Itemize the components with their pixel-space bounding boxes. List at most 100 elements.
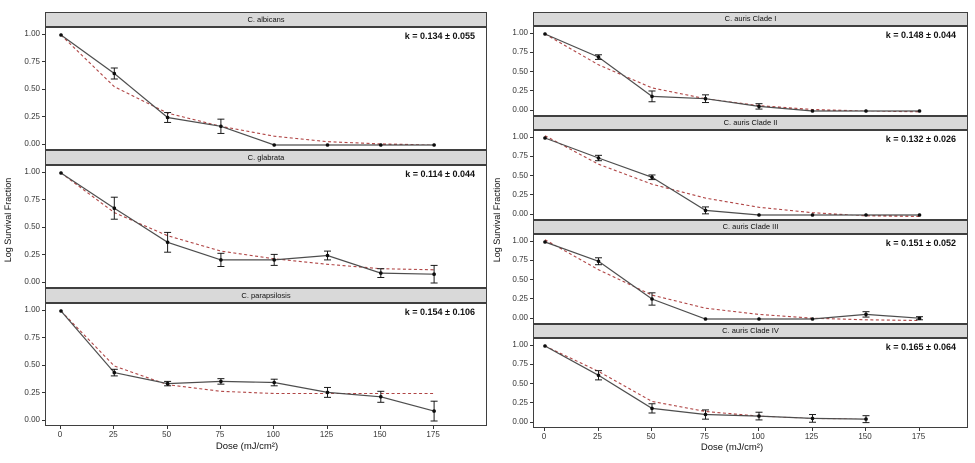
y-tick-label: 0.75 <box>512 359 528 369</box>
x-tick-mark <box>113 426 115 429</box>
x-tick-label: 50 <box>162 430 172 439</box>
y-tick-mark <box>42 88 45 90</box>
data-point <box>864 312 868 317</box>
y-tick-label: 0.00 <box>24 415 40 424</box>
x-tick-label: 0 <box>541 432 547 441</box>
fit-line <box>544 345 867 420</box>
x-tick-label: 175 <box>911 432 926 441</box>
data-point <box>325 390 330 395</box>
data-point <box>165 115 170 120</box>
data-point <box>917 109 922 113</box>
fit-line <box>544 33 920 113</box>
data-point <box>596 259 601 264</box>
x-tick-label: 100 <box>751 432 765 441</box>
x-tick-label: 150 <box>373 430 387 439</box>
y-tick-mark <box>42 143 45 145</box>
panel-plot-c-parapsilosis <box>45 303 487 426</box>
plot-canvas <box>59 171 438 284</box>
data-point <box>703 412 708 417</box>
data-point <box>272 380 276 385</box>
y-tick-mark <box>530 32 533 34</box>
y-tick-mark <box>530 344 533 346</box>
data-point <box>272 258 276 262</box>
y-tick-label: 0.50 <box>24 360 40 369</box>
data-point <box>543 136 547 140</box>
data-point <box>59 309 63 313</box>
y-tick-label: 0.00 <box>512 313 528 322</box>
y-tick-mark <box>530 90 533 92</box>
data-point <box>59 171 63 175</box>
data-point <box>325 253 330 258</box>
k-value-c-parapsilosis: k = 0.154 ± 0.106 <box>404 307 475 317</box>
data-point <box>596 55 601 59</box>
x-tick-label: 75 <box>700 432 709 441</box>
plot-canvas <box>543 239 923 322</box>
x-tick-mark <box>166 426 168 429</box>
y-tick-label: 1.00 <box>512 236 528 245</box>
y-tick-mark <box>42 419 45 421</box>
x-tick-label: 50 <box>646 432 656 441</box>
y-tick-label: 0.50 <box>24 222 40 231</box>
panel-header-c-auris-clade-i: C. auris Clade I <box>533 12 968 26</box>
data-point <box>703 96 708 101</box>
x-axis-label-left: Dose (mJ/cm²) <box>215 441 279 452</box>
data-point <box>219 258 223 262</box>
data-point <box>810 416 815 421</box>
k-value-c-auris-clade-ii: k = 0.132 ± 0.026 <box>885 134 956 144</box>
panel-title: C. auris Clade I <box>724 14 777 24</box>
panel-header-c-auris-clade-iii: C. auris Clade III <box>533 220 968 234</box>
y-tick-mark <box>530 109 533 111</box>
data-line <box>60 34 435 146</box>
y-tick-mark <box>42 281 45 283</box>
y-tick-label: 0.75 <box>512 151 528 161</box>
x-tick-label: 75 <box>215 430 225 439</box>
plot-canvas <box>59 33 436 147</box>
panel-plot-c-auris-clade-ii <box>533 130 968 220</box>
y-tick-label: 0.00 <box>512 105 528 114</box>
panel-plot-c-auris-clade-iii <box>533 234 968 324</box>
data-point <box>543 344 547 348</box>
y-tick-label: 1.00 <box>512 340 528 349</box>
panel-header-c-albicans: C. albicans <box>45 12 487 27</box>
data-point <box>650 94 654 99</box>
y-tick-mark <box>530 363 533 365</box>
y-tick-mark <box>530 421 533 423</box>
x-axis-label-right: Dose (mJ/cm²) <box>700 442 764 453</box>
panel-header-c-auris-clade-ii: C. auris Clade II <box>533 116 968 130</box>
x-tick-label: 100 <box>266 430 280 439</box>
data-line <box>60 310 435 412</box>
x-tick-mark <box>811 428 813 431</box>
y-tick-label: 1.00 <box>24 305 40 314</box>
data-point <box>112 206 117 210</box>
panel-title: C. auris Clade III <box>722 222 779 232</box>
data-point <box>864 417 868 421</box>
data-point <box>596 156 601 160</box>
y-tick-label: 0.75 <box>24 194 40 204</box>
x-tick-label: 125 <box>804 432 819 441</box>
k-value-c-auris-clade-i: k = 0.148 ± 0.044 <box>885 30 956 40</box>
y-axis-label-left: Log Survival Fraction <box>3 177 13 263</box>
data-point <box>432 272 436 276</box>
data-point <box>810 109 815 113</box>
data-point <box>219 124 223 129</box>
y-tick-mark <box>530 175 533 176</box>
x-tick-mark <box>704 428 706 431</box>
y-tick-label: 0.50 <box>512 274 528 284</box>
y-tick-label: 0.00 <box>512 209 528 218</box>
y-tick-label: 0.50 <box>512 66 528 76</box>
x-tick-mark <box>651 428 652 431</box>
y-tick-label: 0.25 <box>512 85 528 95</box>
panel-title: C. albicans <box>247 14 285 24</box>
y-tick-label: 0.25 <box>24 249 40 259</box>
panel-plot-c-glabrata <box>45 165 487 288</box>
panel-plot-c-auris-clade-i <box>533 26 968 116</box>
data-point <box>703 317 708 321</box>
x-tick-label: 0 <box>57 430 63 439</box>
y-tick-label: 0.50 <box>512 170 528 180</box>
y-tick-mark <box>42 171 45 173</box>
fit-line <box>544 135 920 218</box>
x-tick-mark <box>918 428 920 431</box>
y-tick-label: 0.50 <box>24 84 40 93</box>
y-tick-label: 1.00 <box>24 167 40 176</box>
y-tick-label: 0.50 <box>512 378 528 388</box>
